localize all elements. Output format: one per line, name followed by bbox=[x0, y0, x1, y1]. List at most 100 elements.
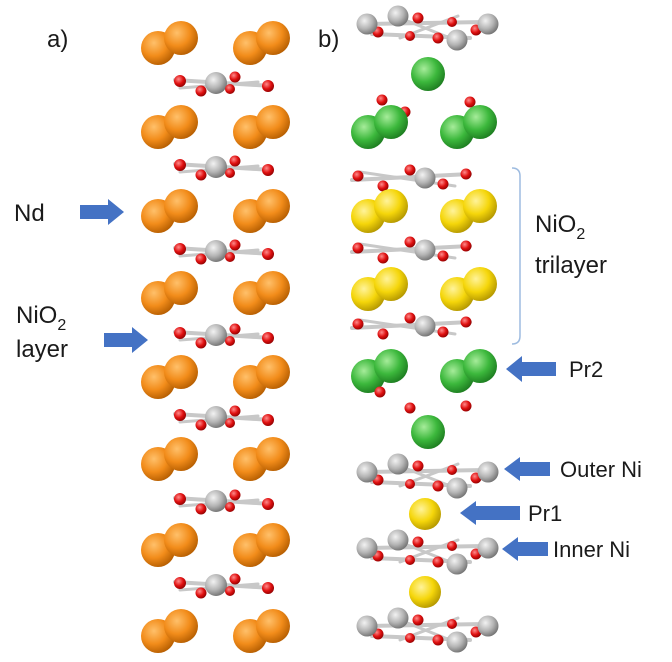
o-atom bbox=[447, 17, 457, 27]
o-atom bbox=[374, 386, 386, 398]
o-atom bbox=[262, 332, 274, 344]
pr1-atom bbox=[409, 576, 441, 608]
o-atom bbox=[404, 402, 416, 414]
nd-label: Nd bbox=[14, 200, 45, 227]
o-atom bbox=[174, 577, 186, 589]
ni-atom bbox=[205, 156, 227, 178]
nd-atom bbox=[256, 271, 290, 305]
ni-o-bond bbox=[368, 544, 487, 550]
o-atom bbox=[262, 164, 274, 176]
o-atom bbox=[225, 84, 235, 94]
nio2-layer-text: NiO bbox=[16, 302, 57, 329]
outer-ni-arrow bbox=[504, 457, 550, 481]
o-atom bbox=[229, 489, 241, 501]
pr1-atom bbox=[374, 189, 408, 223]
trilayer-label: NiO2 bbox=[535, 211, 585, 243]
nd-atom bbox=[164, 271, 198, 305]
inner-ni-arrow bbox=[502, 537, 548, 561]
o-atom bbox=[460, 400, 472, 412]
pr2-atom bbox=[411, 415, 445, 449]
nd-atom bbox=[256, 437, 290, 471]
ni-o-bond bbox=[350, 172, 472, 182]
nd-atom bbox=[256, 523, 290, 557]
ni-o-bond bbox=[350, 244, 472, 254]
o-atom bbox=[460, 240, 472, 252]
o-atom bbox=[174, 75, 186, 87]
ni-atom bbox=[205, 490, 227, 512]
o-atom bbox=[195, 337, 207, 349]
o-atom bbox=[262, 248, 274, 260]
o-atom bbox=[195, 587, 207, 599]
ni-atom bbox=[446, 553, 468, 575]
ni-atom bbox=[446, 631, 468, 653]
pr2-label: Pr2 bbox=[569, 357, 603, 382]
o-atom bbox=[174, 409, 186, 421]
nd-atom bbox=[164, 21, 198, 55]
nio2-layer-label: NiO2 bbox=[16, 302, 66, 334]
pr1-atom bbox=[374, 267, 408, 301]
o-atom bbox=[405, 479, 415, 489]
o-atom bbox=[437, 178, 449, 190]
nd-atom bbox=[164, 437, 198, 471]
ni-atom bbox=[205, 406, 227, 428]
ni-o-bond bbox=[368, 20, 487, 26]
pr2-atom bbox=[411, 57, 445, 91]
ni-atom bbox=[205, 72, 227, 94]
o-atom bbox=[262, 582, 274, 594]
ni-atom bbox=[387, 453, 409, 475]
nio2-layer-arrow bbox=[104, 327, 148, 353]
ni-atom bbox=[387, 607, 409, 629]
nd-atom bbox=[256, 105, 290, 139]
o-atom bbox=[352, 242, 364, 254]
panel-a-label: a) bbox=[47, 26, 68, 53]
o-atom bbox=[225, 586, 235, 596]
trilayer-bracket bbox=[511, 167, 521, 345]
o-atom bbox=[464, 96, 476, 108]
o-atom bbox=[229, 71, 241, 83]
o-atom bbox=[432, 556, 444, 568]
o-atom bbox=[195, 85, 207, 97]
nd-atom bbox=[164, 189, 198, 223]
trilayer-subscript: 2 bbox=[576, 226, 585, 243]
pr2-atom bbox=[463, 349, 497, 383]
pr1-atom bbox=[409, 498, 441, 530]
o-atom bbox=[447, 465, 457, 475]
o-atom bbox=[432, 480, 444, 492]
o-atom bbox=[225, 336, 235, 346]
o-atom bbox=[229, 573, 241, 585]
o-atom bbox=[437, 250, 449, 262]
nd-atom bbox=[256, 189, 290, 223]
ni-atom bbox=[205, 324, 227, 346]
o-atom bbox=[174, 159, 186, 171]
o-atom bbox=[412, 12, 424, 24]
ni-atom bbox=[387, 5, 409, 27]
o-atom bbox=[405, 31, 415, 41]
atoms-layer bbox=[141, 5, 499, 653]
ni-atom bbox=[356, 13, 378, 35]
o-atom bbox=[404, 164, 416, 176]
nd-arrow bbox=[80, 199, 124, 225]
ni-atom bbox=[477, 537, 499, 559]
o-atom bbox=[432, 634, 444, 646]
o-atom bbox=[447, 541, 457, 551]
ni-o-bond bbox=[368, 468, 487, 474]
outer-ni-label: Outer Ni bbox=[560, 457, 642, 482]
o-atom bbox=[195, 169, 207, 181]
o-atom bbox=[447, 619, 457, 629]
nd-atom bbox=[164, 609, 198, 643]
trilayer-text: NiO bbox=[535, 211, 576, 238]
o-atom bbox=[377, 180, 389, 192]
inner-ni-label: Inner Ni bbox=[553, 537, 630, 562]
nd-atom bbox=[256, 609, 290, 643]
nd-atom bbox=[164, 523, 198, 557]
nd-atom bbox=[256, 355, 290, 389]
o-atom bbox=[412, 536, 424, 548]
ni-atom bbox=[387, 529, 409, 551]
ni-atom bbox=[356, 537, 378, 559]
ni-atom bbox=[446, 477, 468, 499]
ni-atom bbox=[414, 315, 436, 337]
ni-o-bond bbox=[368, 622, 487, 628]
ni-atom bbox=[205, 240, 227, 262]
